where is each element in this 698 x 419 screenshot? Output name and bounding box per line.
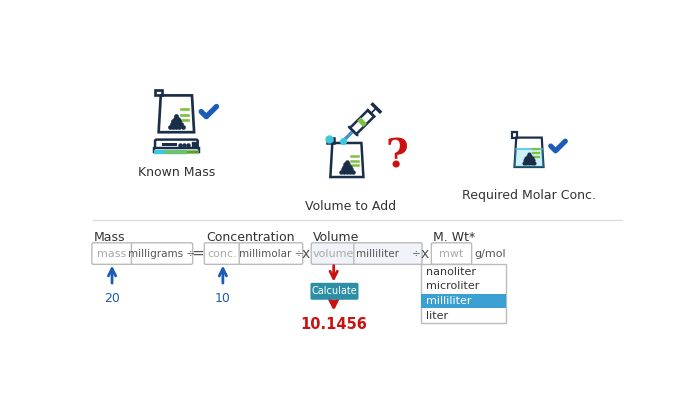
FancyBboxPatch shape	[420, 264, 506, 323]
FancyBboxPatch shape	[311, 243, 355, 264]
Text: milligrams ÷: milligrams ÷	[128, 248, 195, 259]
Text: millimolar ÷: millimolar ÷	[239, 248, 303, 259]
FancyBboxPatch shape	[431, 243, 472, 264]
Polygon shape	[514, 149, 544, 167]
FancyBboxPatch shape	[420, 294, 506, 308]
FancyBboxPatch shape	[311, 283, 359, 300]
FancyBboxPatch shape	[239, 243, 303, 264]
Text: Volume: Volume	[313, 231, 359, 244]
Text: Required Molar Conc.: Required Molar Conc.	[462, 189, 596, 202]
Text: Known Mass: Known Mass	[138, 166, 215, 179]
Text: 10.1456: 10.1456	[300, 317, 367, 332]
Text: M. Wt*: M. Wt*	[433, 231, 475, 244]
Text: 10: 10	[215, 292, 231, 305]
Text: nanoliter: nanoliter	[426, 266, 476, 277]
Text: milliliter    ÷: milliliter ÷	[355, 248, 420, 259]
FancyBboxPatch shape	[155, 140, 198, 150]
Polygon shape	[357, 117, 367, 127]
Text: microliter: microliter	[426, 281, 480, 291]
Text: liter: liter	[426, 310, 448, 321]
Text: 20: 20	[104, 292, 120, 305]
Text: mwt: mwt	[439, 248, 463, 259]
Bar	[154, 148, 198, 152]
FancyBboxPatch shape	[92, 243, 132, 264]
Text: Volume to Add: Volume to Add	[305, 200, 396, 213]
Text: g/mol: g/mol	[475, 248, 506, 259]
FancyBboxPatch shape	[354, 243, 422, 264]
FancyBboxPatch shape	[162, 143, 177, 146]
FancyBboxPatch shape	[205, 243, 240, 264]
Text: Mass: Mass	[94, 231, 125, 244]
Text: volume: volume	[312, 248, 354, 259]
Text: milliliter: milliliter	[426, 296, 471, 306]
Text: conc.: conc.	[207, 248, 237, 259]
Text: x: x	[421, 246, 429, 261]
Text: x: x	[302, 246, 310, 261]
Text: Calculate: Calculate	[311, 286, 357, 296]
Text: =: =	[192, 246, 205, 261]
Text: ?: ?	[386, 137, 408, 176]
FancyBboxPatch shape	[131, 243, 193, 264]
Text: 197.13: 197.13	[430, 292, 473, 305]
Text: mass: mass	[98, 248, 126, 259]
Text: Concentration: Concentration	[206, 231, 295, 244]
